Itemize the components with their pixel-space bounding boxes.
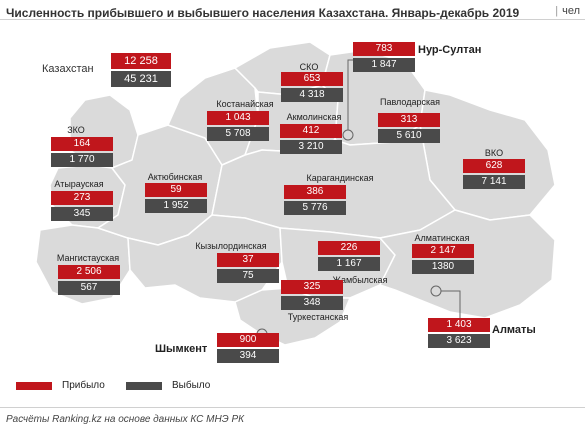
region-label-turkestan: Туркестанская xyxy=(287,312,349,322)
region-label-kyzylorda: Кызылординская xyxy=(195,241,267,251)
region-label-zko: ЗКО xyxy=(67,125,85,135)
region-arrived-turkestan: 325 xyxy=(281,280,343,294)
region-values-mangistau: 2 506 567 xyxy=(58,265,120,295)
region-departed-pavlodar: 5 610 xyxy=(378,129,440,143)
city-departed-almaty: 3 623 xyxy=(428,334,490,348)
region-values-zko: 164 1 770 xyxy=(51,137,113,167)
region-label-vko: ВКО xyxy=(484,148,504,158)
total-arrived: 12 258 xyxy=(111,53,171,69)
region-values-kyzylorda: 37 75 xyxy=(217,253,279,283)
region-values-akmola: 412 3 210 xyxy=(280,124,342,154)
city-arrived-shymkent: 900 xyxy=(217,333,279,347)
region-arrived-pavlodar: 313 xyxy=(378,113,440,127)
city-departed-nur-sultan: 1 847 xyxy=(353,58,415,72)
city-values-nur-sultan: 783 1 847 xyxy=(353,42,415,72)
legend-swatch-arrived xyxy=(16,382,52,390)
region-arrived-sko: 653 xyxy=(281,72,343,86)
region-values-almaty-obl: 2 147 1380 xyxy=(412,244,474,274)
leader-line-almaty xyxy=(441,290,461,322)
legend-label-departed: Выбыло xyxy=(172,380,211,391)
region-values-atyrau: 273 345 xyxy=(51,191,113,221)
region-label-almaty-obl: Алматинская xyxy=(414,233,470,243)
region-label-aktobe: Актюбинская xyxy=(147,172,203,182)
region-departed-turkestan: 348 xyxy=(281,296,343,310)
region-departed-aktobe: 1 952 xyxy=(145,199,207,213)
region-departed-almaty-obl: 1380 xyxy=(412,260,474,274)
region-departed-kyzylorda: 75 xyxy=(217,269,279,283)
region-departed-akmola: 3 210 xyxy=(280,140,342,154)
city-values-shymkent: 900 394 xyxy=(217,333,279,363)
region-values-vko: 628 7 141 xyxy=(463,159,525,189)
region-values-sko: 653 4 318 xyxy=(281,72,343,102)
region-values-kostanay: 1 043 5 708 xyxy=(207,111,269,141)
region-label-atyrau: Атырауская xyxy=(54,179,104,189)
city-marker-almaty xyxy=(430,285,442,297)
total-label: Казахстан xyxy=(42,63,94,75)
region-departed-kostanay: 5 708 xyxy=(207,127,269,141)
region-label-mangistau: Мангистауская xyxy=(56,253,120,263)
region-label-kostanay: Костанайская xyxy=(216,99,274,109)
region-departed-mangistau: 567 xyxy=(58,281,120,295)
region-departed-atyrau: 345 xyxy=(51,207,113,221)
title-row: Численность прибывшего и выбывшего насел… xyxy=(6,4,580,22)
region-values-aktobe: 59 1 952 xyxy=(145,183,207,213)
city-label-shymkent: Шымкент xyxy=(155,343,208,355)
footer-divider xyxy=(0,407,585,408)
legend-swatch-departed xyxy=(126,382,162,390)
region-arrived-zhambyl: 226 xyxy=(318,241,380,255)
region-values-karaganda: 386 5 776 xyxy=(284,185,346,215)
city-departed-shymkent: 394 xyxy=(217,349,279,363)
unit-text: чел xyxy=(562,5,580,17)
region-arrived-karaganda: 386 xyxy=(284,185,346,199)
region-arrived-akmola: 412 xyxy=(280,124,342,138)
region-arrived-atyrau: 273 xyxy=(51,191,113,205)
region-arrived-zko: 164 xyxy=(51,137,113,151)
region-arrived-mangistau: 2 506 xyxy=(58,265,120,279)
city-arrived-almaty: 1 403 xyxy=(428,318,490,332)
city-arrived-nur-sultan: 783 xyxy=(353,42,415,56)
region-arrived-kostanay: 1 043 xyxy=(207,111,269,125)
city-marker-nur-sultan xyxy=(342,129,354,141)
region-label-karaganda: Карагандинская xyxy=(306,173,374,183)
region-label-pavlodar: Павлодарская xyxy=(380,97,440,107)
region-departed-karaganda: 5 776 xyxy=(284,201,346,215)
region-departed-zhambyl: 1 167 xyxy=(318,257,380,271)
region-arrived-vko: 628 xyxy=(463,159,525,173)
region-values-turkestan: 325 348 xyxy=(281,280,343,310)
total-departed: 45 231 xyxy=(111,71,171,87)
region-departed-zko: 1 770 xyxy=(51,153,113,167)
region-arrived-kyzylorda: 37 xyxy=(217,253,279,267)
chart-title: Численность прибывшего и выбывшего насел… xyxy=(6,6,520,20)
region-departed-vko: 7 141 xyxy=(463,175,525,189)
region-departed-sko: 4 318 xyxy=(281,88,343,102)
city-label-almaty: Алматы xyxy=(492,324,536,336)
region-label-zhambyl: Жамбылская xyxy=(332,275,388,285)
source-note: Расчёты Ranking.kz на основе данных КС М… xyxy=(6,414,245,425)
region-arrived-aktobe: 59 xyxy=(145,183,207,197)
city-values-almaty: 1 403 3 623 xyxy=(428,318,490,348)
region-label-akmola: Акмолинская xyxy=(286,112,342,122)
city-label-nur-sultan: Нур-Султан xyxy=(418,44,482,56)
region-label-sko: СКО xyxy=(299,62,319,72)
region-arrived-almaty-obl: 2 147 xyxy=(412,244,474,258)
total-values: 12 258 45 231 xyxy=(111,53,171,87)
region-values-zhambyl: 226 1 167 xyxy=(318,241,380,271)
region-values-pavlodar: 313 5 610 xyxy=(378,113,440,143)
title-divider xyxy=(0,19,585,20)
legend-label-arrived: Прибыло xyxy=(62,380,105,391)
unit-label: | чел xyxy=(555,5,580,17)
